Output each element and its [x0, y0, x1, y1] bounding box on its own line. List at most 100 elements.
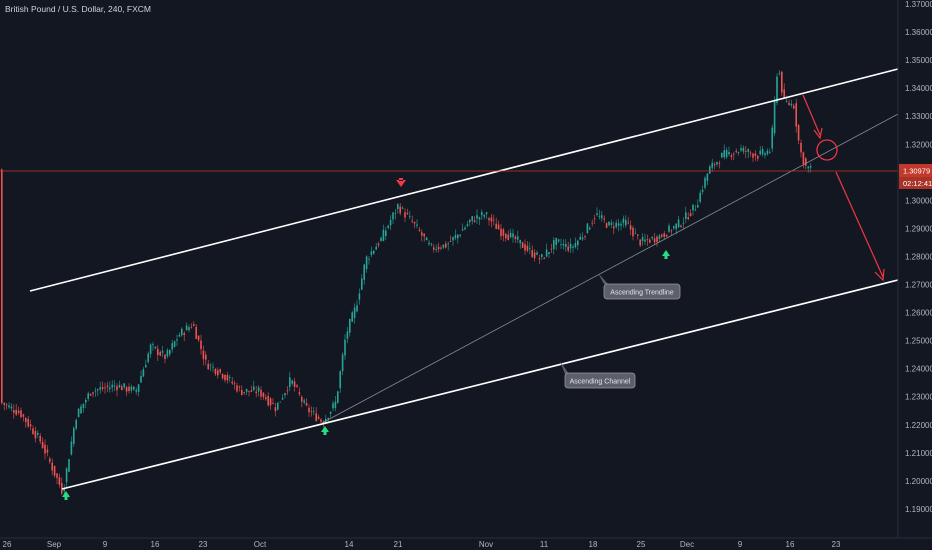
candle-body — [332, 403, 334, 409]
candle-body — [356, 305, 358, 312]
candle-body — [665, 234, 668, 237]
candle-body — [353, 307, 356, 318]
candle-body — [579, 236, 581, 240]
time-tick-label: 9 — [103, 540, 108, 549]
candle-body — [226, 374, 229, 381]
candle-body — [22, 414, 25, 417]
candle-body — [137, 384, 140, 392]
price-tick-label: 1.24000 — [905, 365, 932, 374]
candle-body — [1, 169, 3, 403]
candle-body — [337, 391, 339, 403]
trendline-callout[interactable]: Ascending Trendline — [598, 273, 681, 300]
candle-body — [135, 390, 137, 392]
candle-body — [651, 236, 653, 239]
candle-body — [471, 216, 473, 221]
candle-body — [260, 389, 262, 397]
candle-body — [277, 402, 279, 410]
candle-body — [70, 441, 73, 455]
candle-body — [670, 230, 673, 232]
candle-body — [713, 164, 716, 166]
channel-upper-line[interactable] — [29, 68, 899, 292]
candle-body — [759, 150, 761, 155]
price-tick-label: 1.29000 — [905, 224, 932, 233]
candle-body — [411, 220, 413, 222]
candle-body — [574, 243, 577, 248]
candle-body — [761, 148, 764, 155]
candle-body — [538, 258, 541, 260]
candle-body — [464, 227, 466, 230]
candle-body — [221, 374, 224, 379]
candle-body — [406, 213, 409, 215]
channel-callout[interactable]: Ascending Channel — [560, 361, 636, 389]
candle-body — [793, 105, 795, 109]
candle-body — [682, 222, 685, 224]
candle-body — [478, 217, 481, 220]
candle-body — [200, 340, 202, 350]
candle-body — [416, 224, 418, 226]
candle-body — [526, 245, 529, 251]
candle-body — [418, 229, 421, 231]
candle-body — [442, 244, 445, 248]
candle-body — [661, 234, 663, 237]
candle-body — [785, 101, 788, 102]
candle-body — [634, 232, 637, 234]
candle-body — [488, 218, 490, 221]
candle-body — [209, 364, 212, 366]
price-tick-label: 1.22000 — [905, 421, 932, 430]
candle-body — [370, 251, 373, 256]
candle-body — [351, 312, 353, 322]
candle-body — [116, 386, 118, 391]
time-tick-label: Nov — [479, 540, 493, 549]
candle-body — [10, 406, 13, 409]
candle-body — [82, 403, 85, 408]
trendline-callout-label: Ascending Trendline — [610, 290, 674, 297]
candle-body — [320, 419, 322, 422]
candle-body — [749, 152, 752, 154]
candle-body — [385, 230, 387, 237]
candle-body — [293, 381, 296, 387]
candle-body — [188, 327, 190, 331]
candle-body — [291, 380, 293, 384]
candle-body — [289, 377, 291, 388]
candle-body — [207, 363, 209, 370]
time-axis[interactable]: 26 Sep 9 16 23 Oct 14 21 Nov 11 18 25 Dec 9 16 23 — [0, 537, 932, 549]
candle-body — [586, 223, 589, 233]
candle-body — [687, 217, 689, 220]
candle-body — [401, 207, 404, 209]
candle-body — [310, 411, 313, 413]
candle-body — [149, 344, 152, 355]
candle-body — [524, 244, 526, 251]
red-down-arrow-icon — [396, 178, 406, 187]
time-tick-label: 16 — [151, 540, 160, 549]
time-tick-label: 23 — [199, 540, 208, 549]
candle-body — [601, 215, 603, 219]
candle-body — [483, 215, 485, 217]
candle-body — [284, 393, 286, 396]
channel-lower-line[interactable] — [61, 279, 899, 490]
green-up-arrow-icon-2 — [321, 426, 329, 435]
candle-body — [202, 350, 205, 360]
candle-body — [8, 405, 10, 408]
candle-body — [238, 386, 241, 388]
candle-body — [63, 488, 65, 492]
candle-body — [125, 387, 128, 392]
candle-body — [641, 237, 644, 242]
candle-body — [752, 153, 754, 158]
candle-body — [250, 390, 253, 392]
candle-body — [274, 407, 277, 412]
candle-body — [725, 150, 728, 158]
price-axis[interactable]: 1.37000 1.36000 1.35000 1.34000 1.33000 1.320… — [897, 0, 932, 538]
candle-body — [536, 252, 538, 255]
candle-body — [183, 333, 185, 336]
candle-body — [361, 278, 363, 290]
candle-body — [178, 335, 181, 337]
candle-body — [133, 386, 135, 390]
ascending-trendline[interactable] — [321, 113, 899, 424]
candle-body — [459, 235, 461, 236]
time-tick-label: 18 — [589, 540, 598, 549]
candle-body — [589, 227, 591, 230]
candle-body — [104, 387, 106, 389]
green-up-arrow-icon-1 — [62, 491, 70, 500]
